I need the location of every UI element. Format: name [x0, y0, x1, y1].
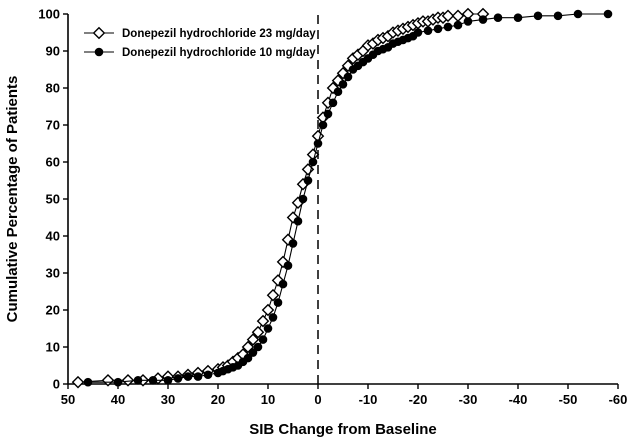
circle-marker: [288, 239, 298, 248]
circle-marker: [113, 377, 123, 387]
diamond-marker: [281, 233, 295, 246]
circle-marker: [443, 22, 453, 32]
circle-marker: [94, 47, 104, 57]
diamond-marker: [92, 26, 106, 40]
x-tick-label: -10: [359, 392, 378, 407]
circle-marker: [308, 157, 318, 167]
circle-marker: [293, 216, 303, 226]
diamond-marker: [441, 9, 455, 23]
circle-marker: [573, 9, 583, 19]
x-tick-label: 50: [61, 392, 75, 407]
circle-marker: [283, 261, 293, 270]
y-tick-label: 90: [46, 44, 60, 59]
diamond-marker: [71, 375, 85, 389]
y-axis-title: Cumulative Percentage of Patients: [4, 76, 21, 323]
circle-marker: [303, 176, 313, 185]
circle-marker: [338, 80, 348, 89]
x-tick-label: -30: [459, 392, 478, 407]
diamond-marker: [251, 325, 265, 339]
circle-marker: [203, 370, 213, 380]
circle-marker: [323, 109, 333, 119]
circle-marker: [453, 20, 463, 30]
circle-marker: [328, 98, 338, 108]
y-tick-label: 20: [46, 303, 60, 318]
x-tick-label: -60: [609, 392, 628, 407]
circle-marker: [193, 372, 203, 381]
circle-marker: [313, 139, 323, 148]
circle-marker: [603, 9, 613, 19]
circle-marker: [273, 298, 283, 307]
x-tick-label: 30: [161, 392, 175, 407]
legend-label: Donepezil hydrochloride 23 mg/day: [122, 28, 316, 40]
legend-label: Donepezil hydrochloride 10 mg/day: [122, 47, 316, 59]
diamond-marker: [451, 9, 465, 23]
y-tick-label: 100: [38, 7, 60, 22]
series-23mg: [71, 7, 490, 389]
series-10mg: [83, 9, 613, 387]
y-tick-label: 70: [46, 118, 60, 133]
circle-marker: [318, 120, 328, 130]
circle-marker: [173, 374, 183, 383]
circle-marker: [258, 335, 268, 344]
circle-marker: [413, 28, 423, 37]
y-tick-label: 0: [53, 377, 60, 392]
circle-marker: [433, 24, 443, 34]
y-tick-label: 80: [46, 81, 60, 96]
circle-marker: [298, 194, 308, 204]
diamond-marker: [266, 288, 280, 302]
circle-marker: [513, 13, 523, 23]
circle-marker: [263, 324, 273, 333]
diamond-marker: [121, 374, 135, 387]
circle-marker: [278, 279, 288, 289]
x-tick-label: 10: [261, 392, 275, 407]
circle-marker: [248, 348, 258, 357]
diamond-marker: [261, 303, 275, 317]
x-tick-label: -40: [509, 392, 528, 407]
legend-entry: Donepezil hydrochloride 23 mg/day: [84, 26, 316, 40]
circle-marker: [133, 376, 143, 385]
y-tick-label: 60: [46, 155, 60, 170]
circle-marker: [343, 72, 353, 82]
legend: Donepezil hydrochloride 23 mg/day Donepez…: [84, 26, 316, 59]
x-axis-title: SIB Change from Baseline: [249, 421, 437, 438]
diamond-marker: [101, 374, 115, 387]
y-tick-label: 50: [46, 192, 60, 207]
circle-marker: [83, 377, 93, 387]
circle-marker: [268, 313, 278, 322]
circle-marker: [148, 376, 158, 385]
circle-marker: [243, 353, 253, 363]
circle-marker: [553, 11, 563, 21]
circle-marker: [478, 15, 488, 24]
circle-marker: [493, 13, 503, 23]
x-tick-label: 0: [314, 392, 321, 407]
x-tick-label: 40: [111, 392, 125, 407]
circle-marker: [163, 376, 173, 385]
legend-entry: Donepezil hydrochloride 10 mg/day: [84, 47, 316, 59]
y-tick-label: 40: [46, 229, 60, 244]
circle-marker: [253, 342, 263, 352]
circle-marker: [463, 17, 473, 26]
x-tick-label: -50: [559, 392, 578, 407]
series-line: [77, 13, 483, 383]
circle-marker: [423, 26, 433, 35]
diamond-marker: [246, 333, 260, 346]
circle-marker: [533, 11, 543, 21]
axes: 50 40 30 20 10 0 -10 -20 -30 -40 -50 -6001020304050…: [38, 7, 627, 408]
x-tick-label: 20: [211, 392, 225, 407]
x-tick-label: -20: [409, 392, 428, 407]
y-tick-label: 10: [46, 340, 60, 355]
circle-marker: [333, 87, 343, 96]
diamond-marker: [256, 314, 270, 328]
y-tick-label: 30: [46, 266, 60, 281]
circle-marker: [183, 372, 193, 381]
